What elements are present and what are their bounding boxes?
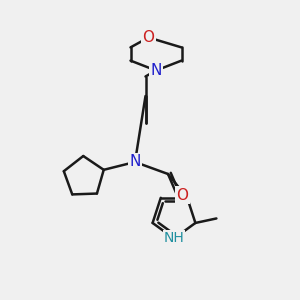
Text: NH: NH bbox=[164, 232, 184, 245]
Text: N: N bbox=[129, 154, 141, 169]
Text: O: O bbox=[142, 30, 154, 45]
Text: O: O bbox=[176, 188, 188, 202]
Text: N: N bbox=[150, 63, 162, 78]
